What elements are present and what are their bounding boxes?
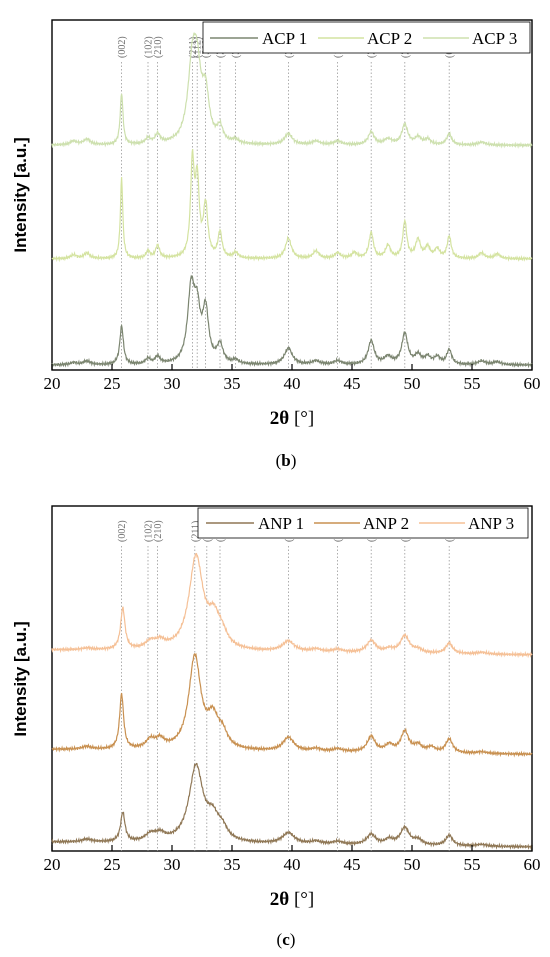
series-line-acp-1 xyxy=(51,274,533,369)
caption-close: ) xyxy=(290,930,296,949)
panel-c: (002)(102)(210)(211)(300)(202)(310)(113)… xyxy=(11,505,541,949)
legend: ANP 1 ANP 2 ANP 3 xyxy=(197,507,529,539)
x-tick-label-55: 55 xyxy=(464,855,481,874)
caption-close: ) xyxy=(291,451,297,470)
panel-caption-c: (c) xyxy=(277,930,296,949)
legend-label-acp-3: ACP 3 xyxy=(472,29,517,48)
x-tick-label-30: 30 xyxy=(164,855,181,874)
legend-label-anp-1: ANP 1 xyxy=(258,514,304,533)
legend: ACP 1 ACP 2 ACP 3 xyxy=(202,21,531,54)
x-axis-symbol: 2θ xyxy=(270,408,290,429)
x-tick-label-35: 35 xyxy=(224,374,241,393)
reference-lines: (002)(102)(210)(211)(300)(202)(310)(113)… xyxy=(117,520,456,851)
peak-label-102: (102) xyxy=(144,36,155,58)
peak-label-102: (102) xyxy=(144,520,155,542)
series-line-acp-3 xyxy=(51,32,533,149)
peak-label-002: (002) xyxy=(117,36,128,58)
reference-lines: (002)(102)(210)(211)(112)(300)(202)(301)… xyxy=(117,36,456,370)
peak-label-210: (210) xyxy=(153,520,164,542)
legend-label-acp-2: ACP 2 xyxy=(367,29,412,48)
peak-label-211: (211) xyxy=(188,37,199,58)
x-tick-label-60: 60 xyxy=(524,374,541,393)
x-axis-label: 2θ [°] xyxy=(270,408,314,429)
x-tick-label-40: 40 xyxy=(284,374,301,393)
x-tick-label-25: 25 xyxy=(104,374,121,393)
y-axis-label: Intensity [a.u.] xyxy=(11,621,30,736)
plot-frame xyxy=(51,505,533,852)
peak-label-002: (002) xyxy=(117,520,128,542)
series-line-anp-2 xyxy=(51,652,533,758)
x-axis-unit: [°] xyxy=(289,408,314,429)
x-axis-unit: [°] xyxy=(289,889,314,910)
peak-label-210: (210) xyxy=(153,36,164,58)
caption-open: ( xyxy=(277,930,283,949)
caption-open: ( xyxy=(276,451,282,470)
x-tick-label-25: 25 xyxy=(104,855,121,874)
x-axis-ticks: 20 25 30 35 40 45 50 55 60 xyxy=(44,845,541,874)
diffraction-curves xyxy=(51,552,533,851)
series-line-acp-2 xyxy=(51,148,533,263)
peak-label-211: (211) xyxy=(190,521,201,542)
x-tick-label-45: 45 xyxy=(344,374,361,393)
legend-label-acp-1: ACP 1 xyxy=(262,29,307,48)
x-axis-ticks: 20 25 30 35 40 45 50 55 60 xyxy=(44,364,541,393)
x-axis-symbol: 2θ xyxy=(270,889,290,910)
x-tick-label-40: 40 xyxy=(284,855,301,874)
diffraction-curves xyxy=(51,32,533,369)
legend-box xyxy=(197,507,529,539)
x-tick-label-30: 30 xyxy=(164,374,181,393)
plot-frame xyxy=(51,19,533,371)
x-tick-label-60: 60 xyxy=(524,855,541,874)
x-tick-label-55: 55 xyxy=(464,374,481,393)
panel-b: (002)(102)(210)(211)(112)(300)(202)(301)… xyxy=(11,19,541,470)
x-tick-label-45: 45 xyxy=(344,855,361,874)
caption-letter: c xyxy=(282,930,290,949)
caption-letter: b xyxy=(281,451,290,470)
x-axis-label: 2θ [°] xyxy=(270,889,314,910)
x-tick-label-35: 35 xyxy=(224,855,241,874)
panel-caption-b: (b) xyxy=(276,451,297,470)
series-line-anp-1 xyxy=(51,762,533,851)
legend-label-anp-2: ANP 2 xyxy=(363,514,409,533)
x-tick-label-20: 20 xyxy=(44,374,61,393)
x-tick-label-50: 50 xyxy=(404,374,421,393)
series-line-anp-3 xyxy=(51,552,533,659)
x-tick-label-50: 50 xyxy=(404,855,421,874)
x-tick-label-20: 20 xyxy=(44,855,61,874)
y-axis-label: Intensity [a.u.] xyxy=(11,137,30,252)
legend-label-anp-3: ANP 3 xyxy=(468,514,514,533)
